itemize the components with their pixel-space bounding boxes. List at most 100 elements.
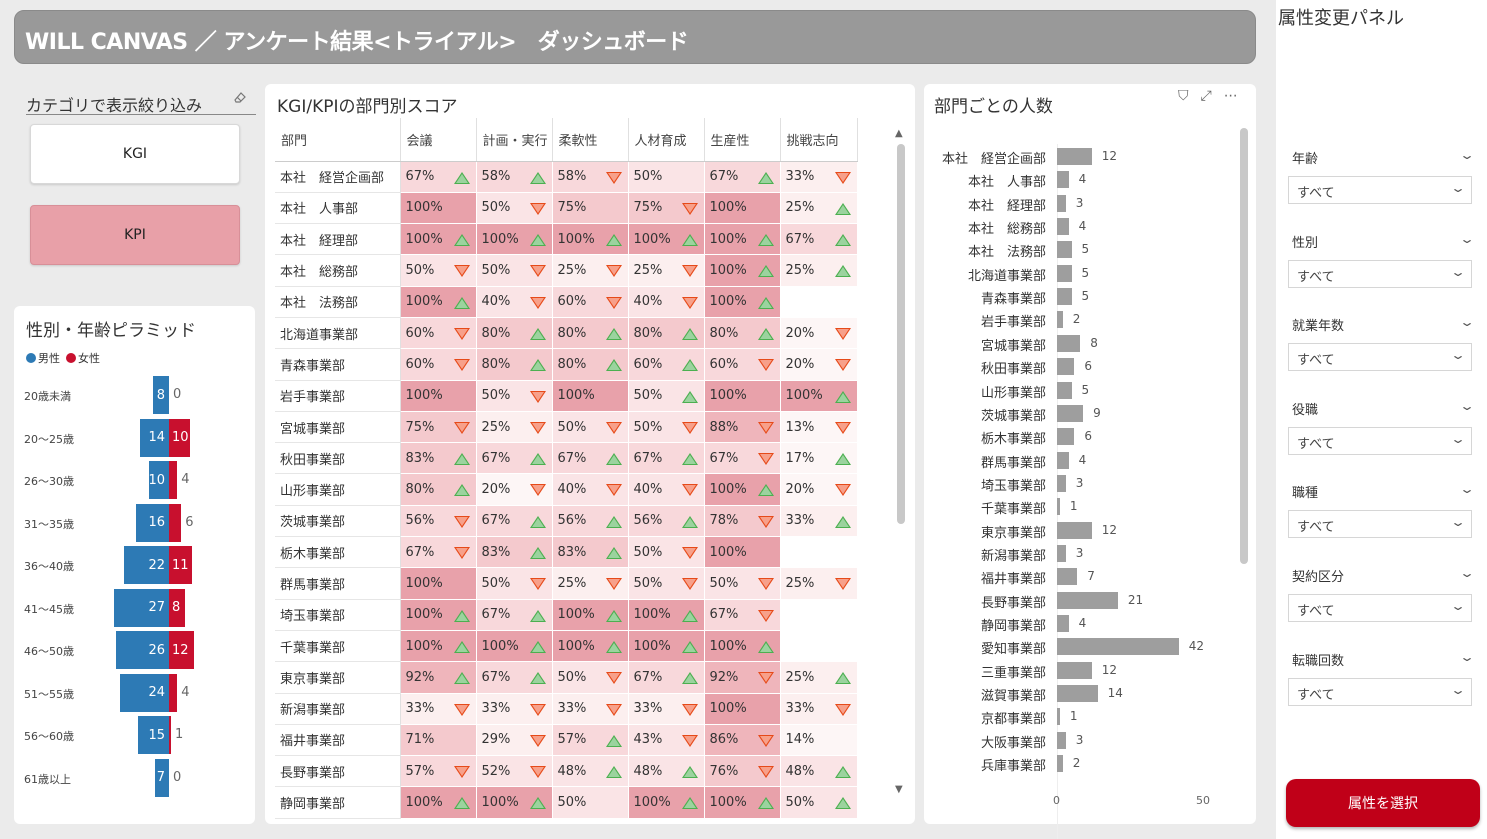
female-bar[interactable] (169, 461, 178, 499)
kpi-button[interactable]: KPI (30, 205, 240, 265)
count-bar[interactable] (1057, 755, 1063, 773)
chevron-down-icon[interactable]: ⌄ (1458, 649, 1476, 664)
count-bar[interactable] (1057, 288, 1072, 306)
table-row[interactable]: 岩手事業部 100% 50% 100% 50% 100% 100% (275, 380, 858, 412)
male-bar[interactable]: 10 (148, 461, 169, 499)
table-row[interactable]: 栃木事業部 67% 83% 83% 50% 100% (275, 536, 858, 569)
female-bar[interactable]: 11 (169, 546, 192, 584)
count-bar[interactable] (1057, 194, 1066, 212)
column-header[interactable]: 人材育成 (628, 118, 705, 162)
female-bar[interactable] (169, 673, 178, 712)
table-row[interactable]: 本社 人事部 100% 50% 75% 75% 100% 25% (275, 192, 858, 225)
focus-mode-icon[interactable]: ⤢ (1200, 88, 1212, 104)
male-bar[interactable]: 16 (136, 503, 169, 542)
count-bar[interactable] (1057, 474, 1066, 492)
chevron-down-icon[interactable]: ⌄ (1449, 599, 1467, 613)
slicer-dropdown[interactable]: すべて ⌄ (1288, 594, 1472, 622)
slicer-dropdown[interactable]: すべて ⌄ (1288, 259, 1472, 288)
chevron-down-icon[interactable]: ⌄ (1449, 348, 1467, 363)
table-row[interactable]: 青森事業部 60% 80% 80% 60% 60% 20% (275, 348, 858, 381)
kgi-button[interactable]: KGI (30, 124, 240, 184)
count-bar[interactable] (1057, 241, 1072, 259)
count-bar[interactable] (1057, 428, 1075, 446)
chevron-down-icon[interactable]: ⌄ (1458, 566, 1476, 580)
count-bar[interactable] (1057, 334, 1081, 352)
count-bar[interactable] (1057, 544, 1066, 562)
count-bar[interactable] (1057, 498, 1060, 516)
scroll-down-icon[interactable]: ▼ (895, 784, 903, 795)
table-row[interactable]: 埼玉事業部 100% 67% 100% 100% 67% (275, 599, 858, 631)
table-row[interactable]: 秋田事業部 83% 67% 67% 67% 67% 17% (275, 442, 858, 475)
table-row[interactable]: 本社 法務部 100% 40% 60% 40% 100% (275, 286, 858, 318)
chevron-down-icon[interactable]: ⌄ (1449, 264, 1467, 279)
count-bar[interactable] (1057, 171, 1069, 189)
count-bar[interactable] (1057, 148, 1092, 165)
table-row[interactable]: 本社 経営企画部 67% 58% 58% 50% 67% 33% (275, 161, 858, 193)
male-bar[interactable]: 14 (140, 418, 169, 457)
chevron-down-icon[interactable]: ⌄ (1458, 482, 1476, 497)
count-bar[interactable] (1057, 685, 1098, 703)
chevron-down-icon[interactable]: ⌄ (1449, 515, 1467, 530)
column-header[interactable]: 計画・実行 (476, 118, 553, 162)
male-bar[interactable]: 22 (123, 546, 169, 584)
count-bar[interactable] (1057, 264, 1072, 282)
table-scrollbar[interactable] (897, 144, 905, 524)
slicer-dropdown[interactable]: すべて ⌄ (1288, 176, 1472, 204)
chevron-down-icon[interactable]: ⌄ (1458, 148, 1476, 162)
chevron-down-icon[interactable]: ⌄ (1449, 181, 1467, 195)
female-bar[interactable]: 12 (169, 631, 194, 669)
slicer-dropdown[interactable]: すべて ⌄ (1288, 343, 1472, 372)
column-header[interactable]: 柔軟性 (552, 118, 629, 162)
count-bar[interactable] (1057, 661, 1092, 679)
count-bar[interactable] (1057, 381, 1072, 399)
count-bar[interactable] (1057, 708, 1060, 726)
male-bar[interactable]: 27 (113, 588, 169, 627)
eraser-icon[interactable] (232, 90, 246, 104)
male-bar[interactable]: 8 (152, 376, 169, 414)
chevron-down-icon[interactable]: ⌄ (1449, 682, 1467, 697)
count-bar[interactable] (1057, 731, 1066, 749)
count-bar[interactable] (1057, 638, 1179, 656)
column-header[interactable]: 部門 (275, 118, 401, 162)
column-header[interactable]: 生産性 (704, 118, 781, 162)
chevron-down-icon[interactable]: ⌄ (1449, 431, 1467, 446)
female-bar[interactable] (169, 716, 172, 754)
count-bar[interactable] (1057, 591, 1118, 609)
table-row[interactable]: 宮城事業部 75% 25% 50% 50% 88% 13% (275, 411, 858, 444)
more-options-icon[interactable]: ⋯ (1223, 88, 1238, 104)
chevron-down-icon[interactable]: ⌄ (1458, 315, 1476, 330)
filter-icon[interactable]: ⛉ (1178, 88, 1189, 104)
table-row[interactable]: 山形事業部 80% 20% 40% 40% 100% 20% (275, 473, 858, 506)
slicer-dropdown[interactable]: すべて ⌄ (1288, 426, 1472, 455)
male-bar[interactable]: 24 (119, 673, 169, 712)
table-row[interactable]: 東京事業部 92% 67% 50% 67% 92% 25% (275, 661, 858, 694)
slicer-dropdown[interactable]: すべて ⌄ (1288, 510, 1472, 539)
table-row[interactable]: 静岡事業部 100% 100% 50% 100% 100% 50% (275, 786, 858, 819)
count-bar[interactable] (1057, 615, 1069, 632)
male-bar[interactable]: 15 (138, 716, 169, 754)
table-row[interactable]: 福井事業部 71% 29% 57% 43% 86% 14% (275, 724, 858, 757)
table-row[interactable]: 本社 総務部 50% 50% 25% 25% 100% 25% (275, 254, 858, 287)
chevron-down-icon[interactable]: ⌄ (1458, 398, 1476, 413)
male-bar[interactable]: 26 (115, 631, 169, 669)
count-bar[interactable] (1057, 218, 1069, 236)
count-bar[interactable] (1057, 404, 1084, 422)
apply-attribute-button[interactable]: 属性を選択 (1286, 779, 1480, 827)
count-bar[interactable] (1057, 311, 1063, 329)
scroll-up-icon[interactable]: ▲ (895, 128, 903, 139)
table-row[interactable]: 千葉事業部 100% 100% 100% 100% 100% (275, 630, 858, 663)
column-header[interactable]: 挑戦志向 (780, 118, 858, 162)
table-row[interactable]: 本社 経理部 100% 100% 100% 100% 100% 67% (275, 223, 858, 256)
count-bar[interactable] (1057, 358, 1075, 376)
table-row[interactable]: 群馬事業部 100% 50% 25% 50% 50% 25% (275, 567, 858, 600)
table-row[interactable]: 北海道事業部 60% 80% 80% 80% 80% 20% (275, 317, 858, 350)
count-bar[interactable] (1057, 568, 1078, 586)
female-bar[interactable]: 8 (169, 588, 186, 627)
count-bar[interactable] (1057, 451, 1069, 469)
table-row[interactable]: 新潟事業部 33% 33% 33% 33% 100% 33% (275, 693, 858, 725)
table-row[interactable]: 茨城事業部 56% 67% 56% 56% 78% 33% (275, 505, 858, 538)
chevron-down-icon[interactable]: ⌄ (1458, 231, 1476, 246)
female-bar[interactable]: 10 (169, 418, 190, 457)
female-bar[interactable] (169, 503, 182, 542)
count-scrollbar[interactable] (1240, 128, 1248, 564)
